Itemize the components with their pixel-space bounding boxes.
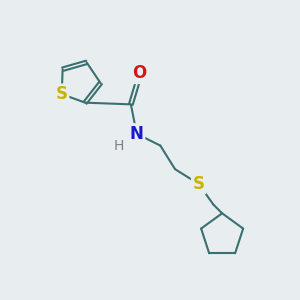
Text: H: H: [114, 139, 124, 153]
Text: N: N: [130, 125, 144, 143]
Text: O: O: [133, 64, 147, 82]
Text: S: S: [193, 175, 205, 193]
Text: S: S: [56, 85, 68, 103]
